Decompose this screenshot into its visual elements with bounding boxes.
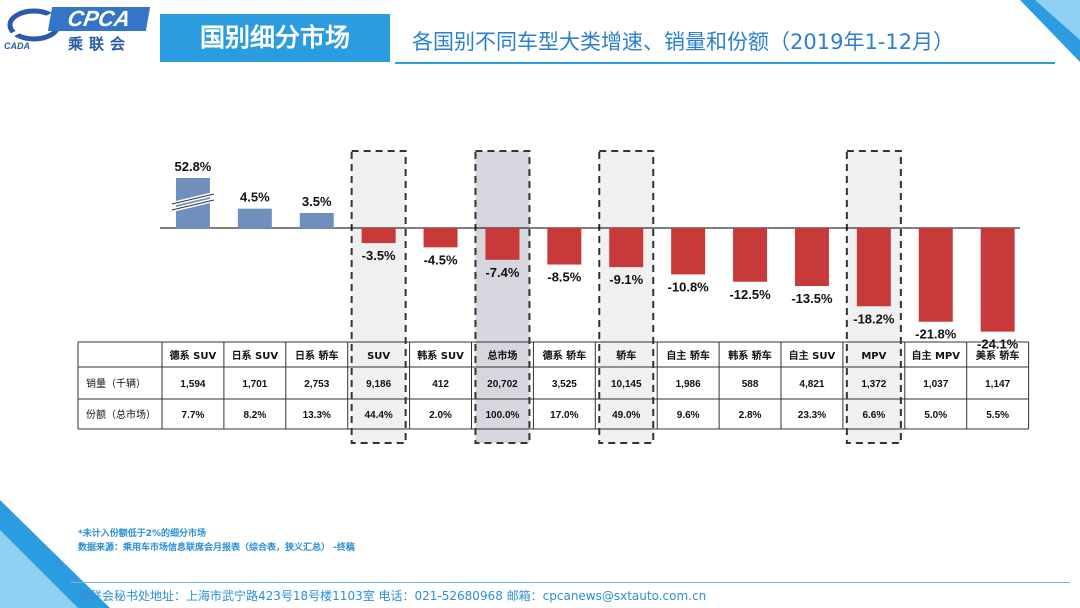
- bar-轿车: [609, 228, 644, 268]
- data-label: -4.5%: [424, 252, 458, 267]
- note-threshold: *未计入份额低于2%的细分市场: [78, 529, 206, 539]
- table-cell: 5.0%: [924, 410, 947, 421]
- bar-韩系 SUV: [423, 228, 458, 248]
- table-cell: 8.2%: [243, 410, 266, 421]
- table-cell: 1,037: [923, 379, 948, 390]
- table-cell: 412: [432, 379, 449, 390]
- data-label: -24.1%: [977, 337, 1019, 352]
- data-label: 3.5%: [302, 194, 332, 209]
- table-cell: 2.0%: [429, 410, 452, 421]
- table-cell: 9.6%: [677, 410, 700, 421]
- table-cell: 44.4%: [364, 410, 392, 421]
- table-cell: 5.5%: [986, 410, 1009, 421]
- highlight-box: [350, 150, 407, 444]
- table-cell: 3,525: [552, 379, 577, 390]
- bar-自主 MPV: [918, 228, 953, 322]
- category-label: 韩系 SUV: [417, 349, 464, 362]
- table-cell: 1,594: [180, 379, 205, 390]
- table-cell: 2.8%: [739, 410, 762, 421]
- highlight-box: [598, 150, 655, 444]
- category-label: 德系 SUV: [169, 349, 217, 362]
- table-cell: 1,372: [861, 379, 886, 390]
- table-cell: 1,147: [985, 379, 1010, 390]
- category-label: SUV: [367, 351, 390, 362]
- table-cell: 6.6%: [862, 410, 885, 421]
- data-label: 52.8%: [175, 159, 212, 174]
- data-label: -7.4%: [485, 265, 519, 280]
- page-subtitle: 各国别不同车型大类增速、销量和份额（2019年1-12月）: [412, 30, 955, 54]
- logo-subtext: CADA: [4, 41, 30, 51]
- category-label: 自主 SUV: [789, 349, 836, 362]
- table-row-label: 销量（千辆）: [86, 377, 146, 390]
- category-label: 日系 轿车: [295, 349, 338, 362]
- category-label: 自主 轿车: [666, 349, 709, 362]
- table-cell: 2,753: [304, 379, 329, 390]
- note-data-source: 数据来源：乘用车市场信息联席会月报表（综合表，狭义汇总） -终稿: [78, 543, 355, 553]
- category-label: 德系 轿车: [542, 349, 586, 362]
- table-cell: 1,986: [676, 379, 701, 390]
- bar-自主 SUV: [794, 228, 829, 287]
- bar-自主 轿车: [671, 228, 706, 275]
- table-cell: 9,186: [366, 379, 391, 390]
- data-label: -18.2%: [853, 311, 895, 326]
- bar-韩系 轿车: [733, 228, 768, 282]
- cpca-logo: CPCA 乘联会 CADA: [4, 5, 154, 57]
- axis-break-lines: [171, 193, 215, 211]
- bar-总市场: [485, 228, 520, 260]
- table-cell: 7.7%: [182, 410, 205, 421]
- data-label: -21.8%: [915, 327, 957, 342]
- category-label: 自主 MPV: [911, 349, 960, 362]
- bar-MPV: [856, 228, 891, 307]
- data-label: -8.5%: [547, 270, 581, 285]
- table-cell: 1,701: [242, 379, 267, 390]
- category-label: MPV: [861, 351, 886, 362]
- footer-contact: 乘联会秘书处地址：上海市武宁路423号18号楼1103室 电话：021-5268…: [78, 589, 707, 603]
- table-cell: 10,145: [611, 379, 642, 390]
- table-cell: 100.0%: [485, 410, 519, 421]
- table-cell: 13.3%: [303, 410, 331, 421]
- data-label: -10.8%: [668, 279, 710, 294]
- data-label: 4.5%: [240, 190, 270, 205]
- category-label: 韩系 轿车: [728, 349, 771, 362]
- table-row-label: 份额（总市场）: [86, 408, 156, 421]
- bar-日系 SUV: [237, 208, 272, 228]
- logo-chinese-name: 乘联会: [68, 35, 132, 53]
- category-label: 美系 轿车: [976, 349, 1019, 362]
- category-label: 总市场: [487, 349, 517, 362]
- page-title: 国别细分市场: [160, 14, 390, 62]
- table-cell: 17.0%: [550, 410, 578, 421]
- data-label: -12.5%: [729, 287, 771, 302]
- highlight-box: [474, 150, 531, 444]
- table-cell: 20,702: [487, 379, 518, 390]
- bar-SUV: [361, 228, 396, 244]
- table-cell: 49.0%: [612, 410, 640, 421]
- title-underline: [395, 62, 1055, 64]
- table-cell: 23.3%: [798, 410, 826, 421]
- table-cell: 4,821: [799, 379, 824, 390]
- category-label: 轿车: [616, 349, 636, 362]
- footer-divider: [70, 582, 1070, 583]
- data-label: -9.1%: [609, 272, 643, 287]
- category-label: 日系 SUV: [232, 349, 279, 362]
- data-label: -13.5%: [791, 291, 833, 306]
- bar-美系 轿车: [980, 228, 1015, 332]
- table-cell: 588: [742, 379, 759, 390]
- data-label: -3.5%: [362, 248, 396, 263]
- bar-德系 轿车: [547, 228, 582, 265]
- bar-日系 轿车: [299, 212, 334, 228]
